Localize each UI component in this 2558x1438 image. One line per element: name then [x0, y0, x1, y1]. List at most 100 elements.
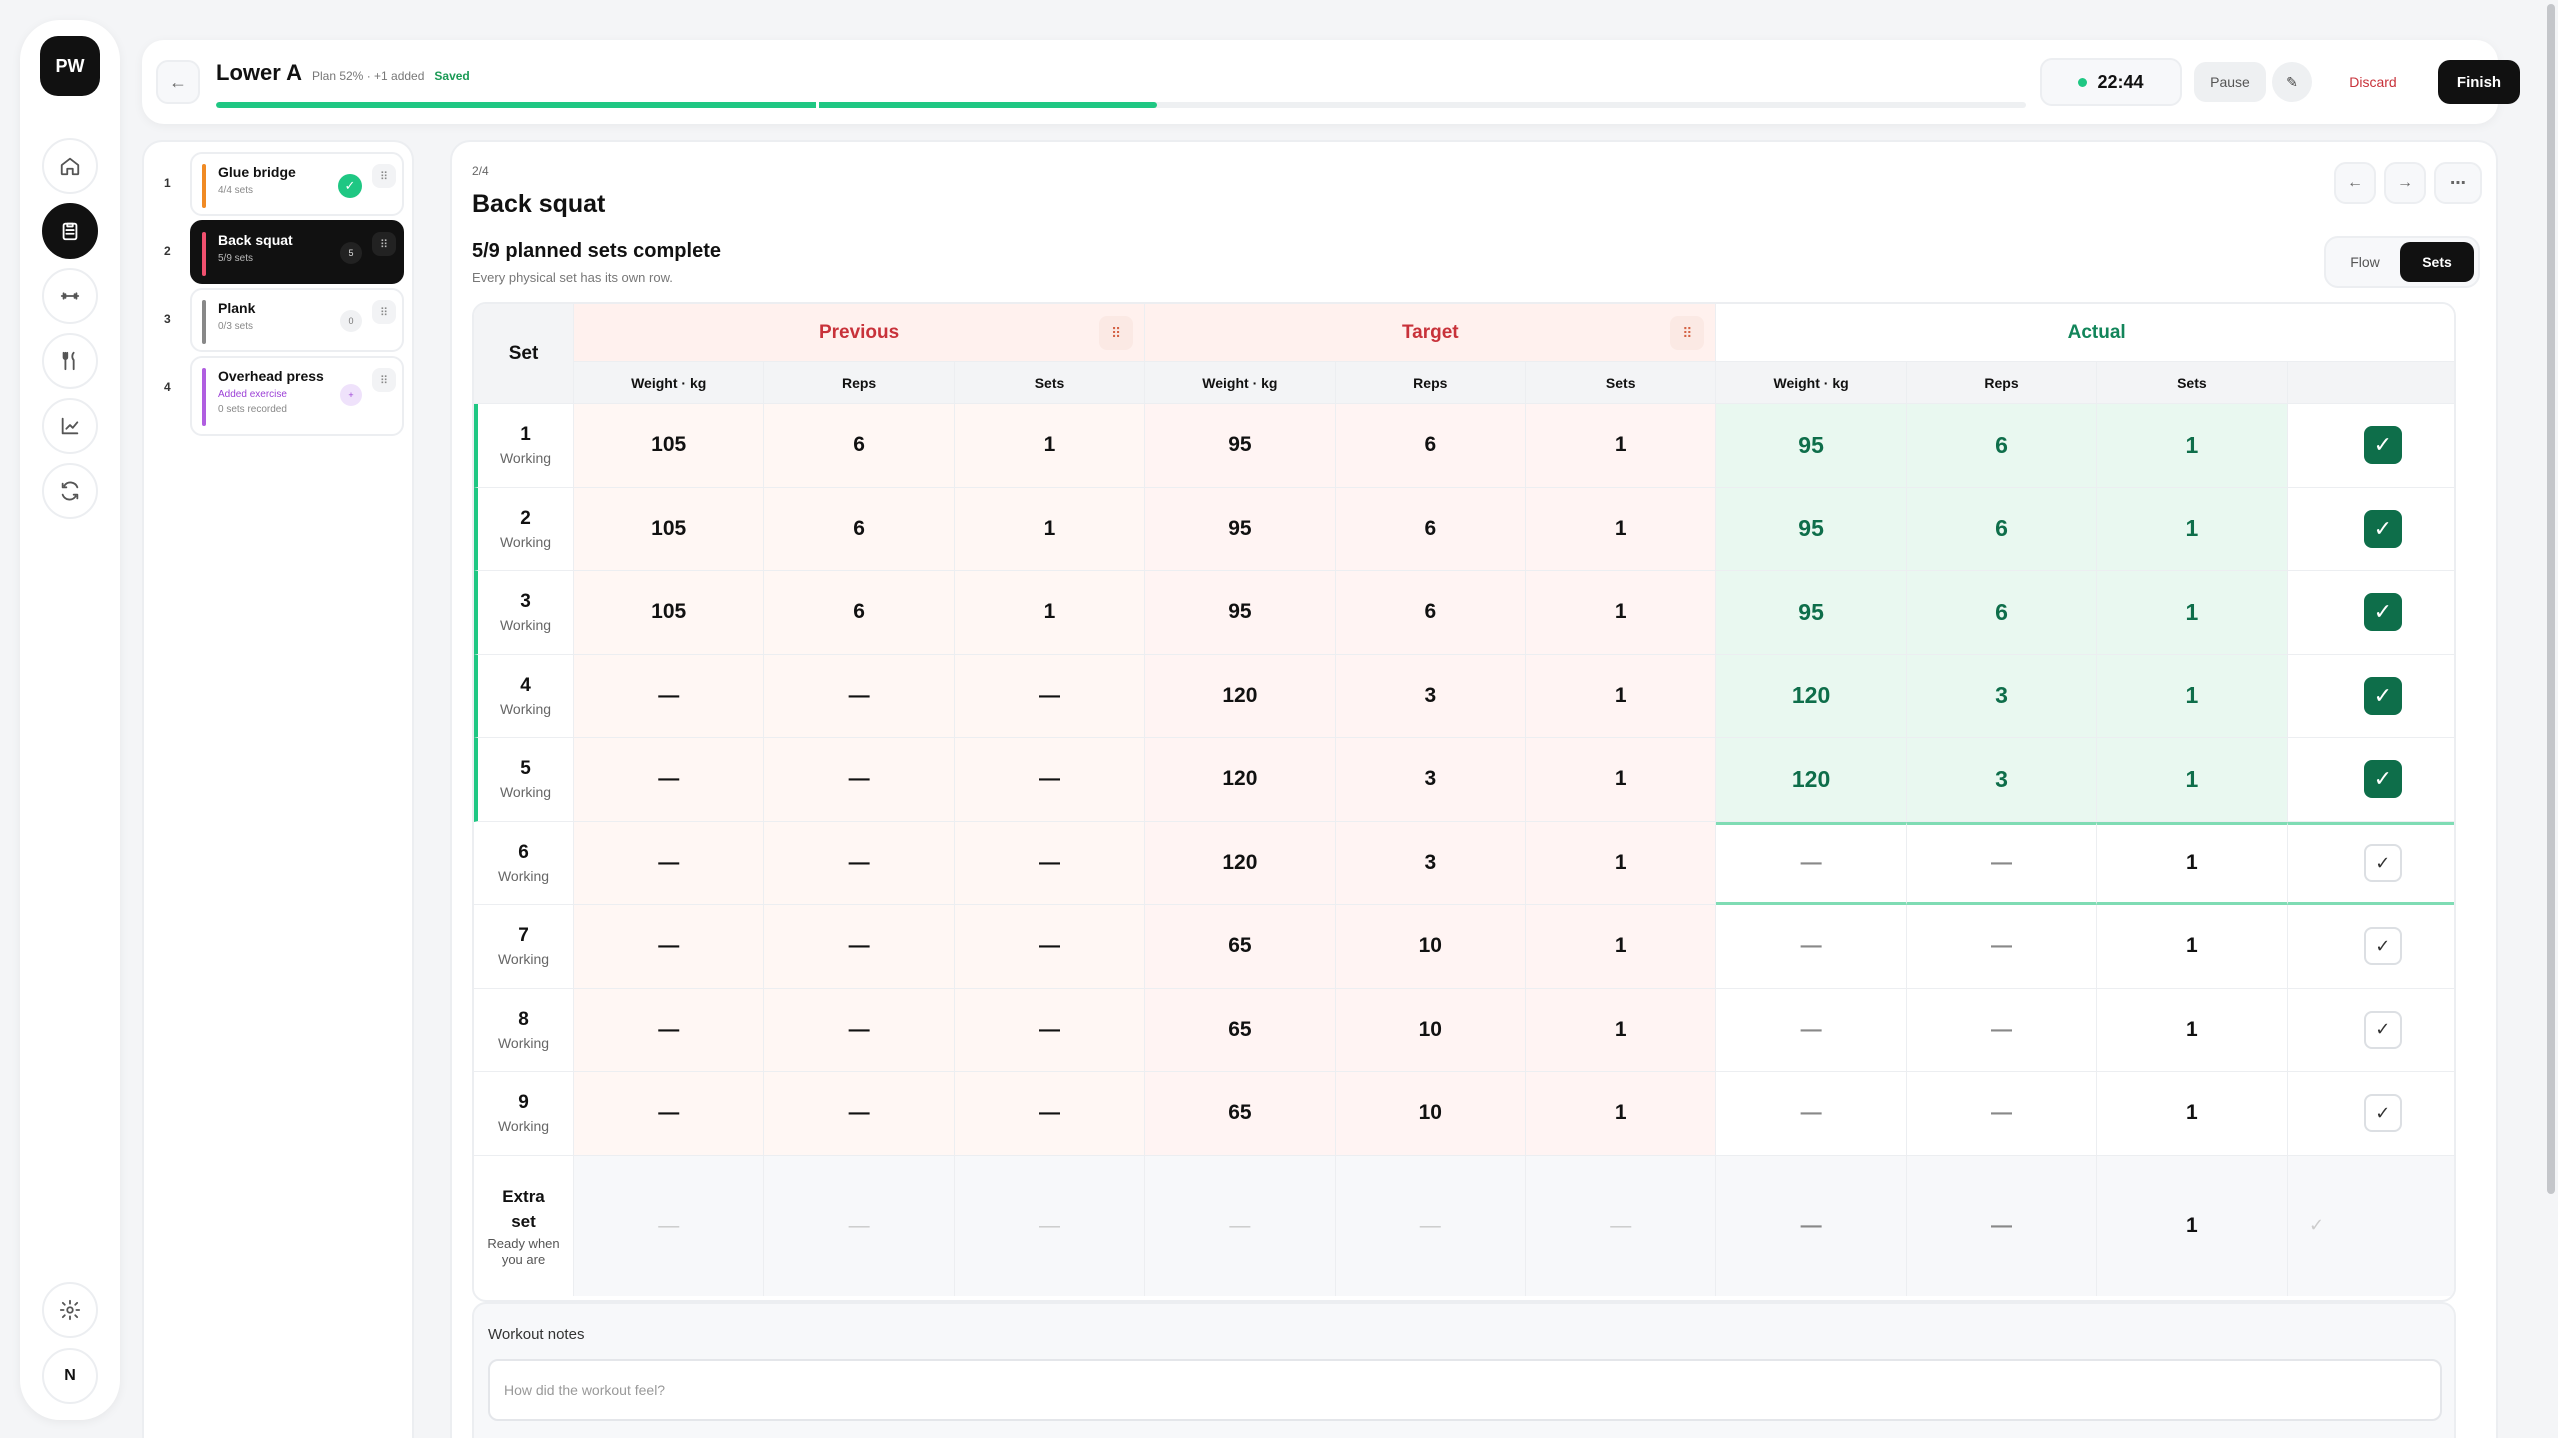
page-scrollbar[interactable]	[2544, 0, 2558, 1438]
target-value: 1	[1526, 654, 1717, 738]
extra-placeholder-value: —	[764, 1155, 955, 1296]
flow-view-button[interactable]: Flow	[2350, 254, 2380, 270]
edit-button[interactable]: ✎	[2272, 62, 2312, 102]
utensils-icon[interactable]	[42, 333, 98, 389]
previous-value: —	[954, 905, 1146, 989]
actual-value-input[interactable]: 95	[1716, 571, 1907, 655]
actual-value-input[interactable]: —	[1906, 1072, 2098, 1156]
actual-value-input[interactable]: —	[1716, 1072, 1907, 1156]
actual-value-input[interactable]: 95	[1716, 404, 1907, 488]
drag-handle-icon[interactable]: ⠿	[1099, 316, 1134, 350]
check-icon[interactable]: ✓	[2363, 593, 2402, 632]
extra-actual-input[interactable]: 1	[2097, 1155, 2288, 1296]
check-icon[interactable]: ✓	[2363, 426, 2402, 465]
actual-value-input[interactable]: 1	[2097, 988, 2288, 1072]
timer-dot	[2078, 77, 2088, 87]
actual-value-input[interactable]: 1	[2097, 738, 2288, 822]
check-icon[interactable]: ✓	[2363, 844, 2402, 883]
drag-handle-icon[interactable]: ⠿	[372, 368, 396, 392]
workout-progress-bar	[216, 102, 2026, 108]
drag-handle-icon[interactable]: ⠿	[1670, 316, 1705, 350]
exercise-sets-summary: 4/4 sets	[218, 185, 254, 196]
more-options-button[interactable]: ⋯	[2434, 162, 2482, 204]
check-icon[interactable]: ✓	[2363, 676, 2402, 715]
exercise-name: Glue bridge	[218, 164, 296, 180]
actual-value-input[interactable]: 3	[1906, 654, 2098, 738]
gear-icon[interactable]	[42, 1282, 98, 1338]
extra-actual-input[interactable]: —	[1716, 1155, 1907, 1296]
target-value: 10	[1335, 988, 1526, 1072]
discard-button[interactable]: Discard	[2349, 74, 2397, 90]
check-icon[interactable]: ✓	[2363, 1094, 2402, 1133]
exercise-card[interactable]: Plank 0/3 sets 0 ⠿	[190, 288, 404, 352]
actual-value-input[interactable]: —	[1716, 821, 1907, 905]
set-complete-cell: ✓	[2287, 988, 2454, 1072]
exercise-card[interactable]: Overhead press Added exercise 0 sets recor…	[190, 356, 404, 436]
drag-handle-icon[interactable]: ⠿	[372, 232, 396, 256]
actual-value-input[interactable]: —	[1906, 988, 2098, 1072]
extra-actual-input[interactable]: —	[1906, 1155, 2098, 1296]
target-value: 10	[1335, 1072, 1526, 1156]
actual-value-input[interactable]: 120	[1716, 738, 1907, 822]
exercise-sets-summary: 5/9 sets	[218, 253, 254, 264]
actual-value-input[interactable]: 1	[2097, 905, 2288, 989]
prev-exercise-button[interactable]: ←	[2334, 162, 2376, 204]
avatar[interactable]: N	[42, 1348, 98, 1404]
target-value: 1	[1526, 821, 1717, 905]
dumbbell-icon[interactable]	[42, 268, 98, 324]
check-icon[interactable]: ✓	[2363, 760, 2402, 799]
app-logo[interactable]: PW	[40, 36, 100, 96]
refresh-icon[interactable]	[42, 463, 98, 519]
actual-value-input[interactable]: 6	[1906, 571, 2098, 655]
actual-value-input[interactable]: 6	[1906, 404, 2098, 488]
check-icon[interactable]: ✓	[2363, 509, 2402, 548]
check-icon[interactable]: ✓	[2363, 927, 2402, 966]
clipboard-icon[interactable]	[42, 203, 98, 259]
chart-icon[interactable]	[42, 398, 98, 454]
drag-handle-icon[interactable]: ⠿	[372, 300, 396, 324]
actual-value-input[interactable]: —	[1906, 821, 2098, 905]
check-icon[interactable]: ✓	[2309, 1215, 2325, 1235]
exercise-position: 2/4	[472, 164, 489, 178]
finish-button[interactable]: Finish	[2438, 60, 2520, 104]
exercise-card[interactable]: Back squat 5/9 sets 5 ⠿	[190, 220, 404, 284]
actual-value-input[interactable]: 120	[1716, 654, 1907, 738]
sets-view-button[interactable]: Sets	[2400, 242, 2474, 282]
check-icon[interactable]: ✓	[2363, 1010, 2402, 1049]
column-subheader: Sets	[1526, 362, 1717, 404]
workout-timer: 22:44	[2040, 58, 2182, 106]
previous-value: 6	[764, 571, 955, 655]
actual-value-input[interactable]: 1	[2097, 571, 2288, 655]
exercise-list: 1 Glue bridge 4/4 sets ✓ ⠿ 2 Back squat 5/9 set…	[142, 140, 414, 1438]
home-icon[interactable]	[42, 138, 98, 194]
actual-value-input[interactable]: —	[1716, 905, 1907, 989]
exercise-card[interactable]: Glue bridge 4/4 sets ✓ ⠿	[190, 152, 404, 216]
column-subheader: Reps	[1906, 362, 2098, 404]
actual-value-input[interactable]: 3	[1906, 738, 2098, 822]
actual-value-input[interactable]: 1	[2097, 654, 2288, 738]
set-complete-cell: ✓	[2287, 1072, 2454, 1156]
actual-value-input[interactable]: 1	[2097, 404, 2288, 488]
actual-value-input[interactable]: 6	[1906, 487, 2098, 571]
column-subheader: Reps	[764, 362, 955, 404]
progress-divider	[816, 102, 819, 108]
scroll-thumb[interactable]	[2547, 4, 2555, 1194]
exercise-number: 2	[164, 244, 171, 258]
target-value: 1	[1526, 571, 1717, 655]
exercise-name: Plank	[218, 300, 256, 316]
set-type-label: Working	[499, 700, 552, 717]
pause-button[interactable]: Pause	[2194, 62, 2266, 102]
drag-handle-icon[interactable]: ⠿	[372, 164, 396, 188]
back-button[interactable]: ←	[156, 60, 200, 104]
actual-value-input[interactable]: 95	[1716, 487, 1907, 571]
notes-input[interactable]	[488, 1359, 2442, 1421]
set-label-cell: 7 Working	[474, 905, 574, 989]
target-value: 1	[1526, 738, 1717, 822]
next-exercise-button[interactable]: →	[2384, 162, 2426, 204]
actual-value-input[interactable]: 1	[2097, 487, 2288, 571]
actual-value-input[interactable]: —	[1716, 988, 1907, 1072]
actual-value-input[interactable]: 1	[2097, 1072, 2288, 1156]
actual-value-input[interactable]: —	[1906, 905, 2098, 989]
actual-value-input[interactable]: 1	[2097, 821, 2288, 905]
set-complete-cell: ✓	[2287, 571, 2454, 655]
